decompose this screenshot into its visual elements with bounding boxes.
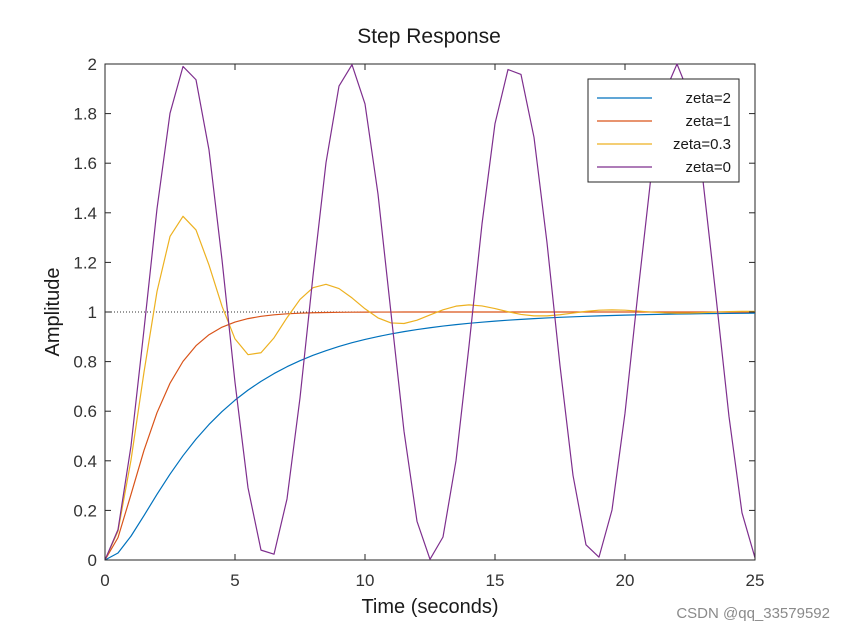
y-tick-label: 1.4: [73, 204, 97, 223]
legend-entries: zeta=2 zeta=1 zeta=0.3 zeta=0: [597, 90, 731, 176]
y-axis-label: Amplitude: [42, 268, 64, 357]
legend: zeta=2 zeta=1 zeta=0.3 zeta=0: [587, 78, 740, 183]
watermark: CSDN @qq_33579592: [676, 605, 830, 622]
x-tick-label: 25: [746, 571, 765, 590]
x-tick-label: 0: [100, 571, 109, 590]
y-tick-label: 0.6: [73, 402, 97, 421]
x-tick-label: 5: [230, 571, 239, 590]
y-tick-label: 1.8: [73, 105, 97, 124]
x-axis-label: Time (seconds): [361, 596, 498, 618]
legend-label-2: zeta=0.3: [673, 136, 731, 153]
y-tick-label: 1.2: [73, 253, 97, 272]
series-line-0: [104, 312, 756, 561]
legend-label-3: zeta=0: [686, 159, 731, 176]
chart-title: Step Response: [357, 25, 501, 48]
x-tick-label: 20: [616, 571, 635, 590]
tick-layer: 0 5 10 15 20 25 0 0.2 0.4 0.6 0.8 1 1.2 1.4 1.6 1.8 2: [73, 55, 764, 590]
y-tick-label: 1.6: [73, 154, 97, 173]
y-tick-label: 0.4: [73, 452, 97, 471]
y-tick-label: 0.8: [73, 353, 97, 372]
legend-box: [587, 78, 740, 183]
y-tick-label: 0.2: [73, 501, 97, 520]
series-layer: [104, 63, 756, 561]
legend-label-1: zeta=1: [686, 113, 731, 130]
x-tick-label: 10: [356, 571, 375, 590]
x-tick-label: 15: [486, 571, 505, 590]
series-line-3: [104, 63, 756, 561]
y-tick-label: 0: [88, 551, 97, 570]
y-tick-label: 1: [88, 303, 97, 322]
series-line-2: [104, 215, 756, 561]
legend-label-0: zeta=2: [686, 90, 731, 107]
y-tick-label: 2: [88, 55, 97, 74]
